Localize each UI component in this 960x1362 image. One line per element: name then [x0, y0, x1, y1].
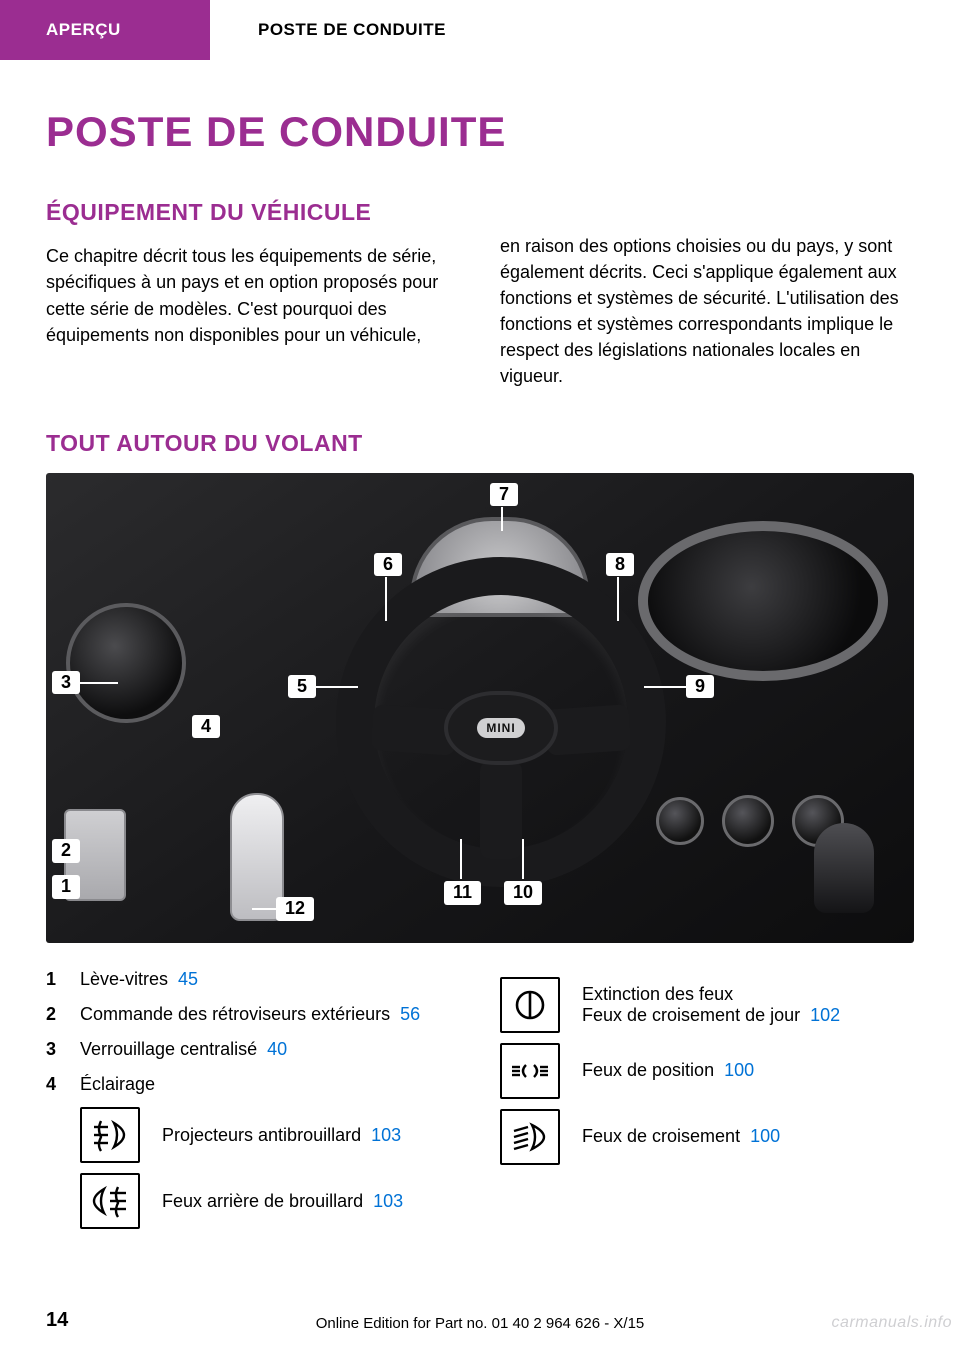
watermark: carmanuals.info: [832, 1314, 952, 1332]
tab-apercu[interactable]: APERÇU: [0, 0, 210, 60]
equip-para-1: Ce chapitre décrit tous les équipements …: [46, 243, 460, 347]
column-stalk: [230, 793, 284, 921]
breadcrumb: POSTE DE CONDUITE: [210, 0, 960, 60]
callout-4: 4: [192, 715, 220, 739]
page-ref[interactable]: 100: [724, 1060, 754, 1080]
legend-item: Commande des rétroviseurs extérieurs56: [80, 1002, 460, 1027]
tab-bar: APERÇU POSTE DE CONDUITE: [0, 0, 960, 60]
legend-icon-label: Projecteurs antibrouillard103: [162, 1125, 460, 1146]
legend-item: Éclairage: [80, 1072, 460, 1097]
dash-knob: [656, 797, 704, 845]
air-vent-left: [66, 603, 186, 723]
callout-7: 7: [490, 483, 518, 507]
position-lights-icon: [500, 1043, 560, 1099]
callout-6: 6: [374, 553, 402, 577]
page-ref[interactable]: 102: [810, 1005, 840, 1025]
equip-para-2: en raison des options choisies ou du pay…: [500, 233, 914, 390]
fog-front-icon: [80, 1107, 140, 1163]
page-title: POSTE DE CONDUITE: [0, 60, 960, 156]
footer-text: Online Edition for Part no. 01 40 2 964 …: [0, 1315, 960, 1332]
page-ref[interactable]: 40: [267, 1039, 287, 1059]
page-ref[interactable]: 56: [400, 1004, 420, 1024]
dashboard-figure: MINI 1 2 3 4 5 6 7 8 9 10 11 12: [46, 473, 914, 943]
page-ref[interactable]: 100: [750, 1126, 780, 1146]
low-beam-icon: [500, 1109, 560, 1165]
legend-icon-label: Feux de croisement100: [582, 1126, 914, 1147]
legend-item: Lève-vitres45: [80, 967, 460, 992]
center-display: [638, 521, 888, 681]
page-ref[interactable]: 103: [371, 1125, 401, 1145]
page-ref[interactable]: 103: [373, 1191, 403, 1211]
legend-icon-label: Feux de position100: [582, 1060, 914, 1081]
dash-knob: [722, 795, 774, 847]
fog-rear-icon: [80, 1173, 140, 1229]
heading-wheel: TOUT AUTOUR DU VOLANT: [0, 390, 960, 473]
legend-item: Verrouillage centralisé40: [80, 1037, 460, 1062]
legend-icon-label: Feux arrière de brouillard103: [162, 1191, 460, 1212]
callout-5: 5: [288, 675, 316, 699]
lights-off-icon: [500, 977, 560, 1033]
legend-icon-label: Extinction des feux Feux de croisement d…: [582, 984, 914, 1026]
wheel-hub: MINI: [444, 691, 558, 765]
callout-8: 8: [606, 553, 634, 577]
heading-equipment: ÉQUIPEMENT DU VÉHICULE: [46, 196, 460, 229]
legend: 1Lève-vitres45 2Commande des rétroviseur…: [0, 943, 960, 1240]
page-ref[interactable]: 45: [178, 969, 198, 989]
door-controls: [64, 809, 126, 901]
callout-9: 9: [686, 675, 714, 699]
gear-shift: [814, 823, 874, 913]
